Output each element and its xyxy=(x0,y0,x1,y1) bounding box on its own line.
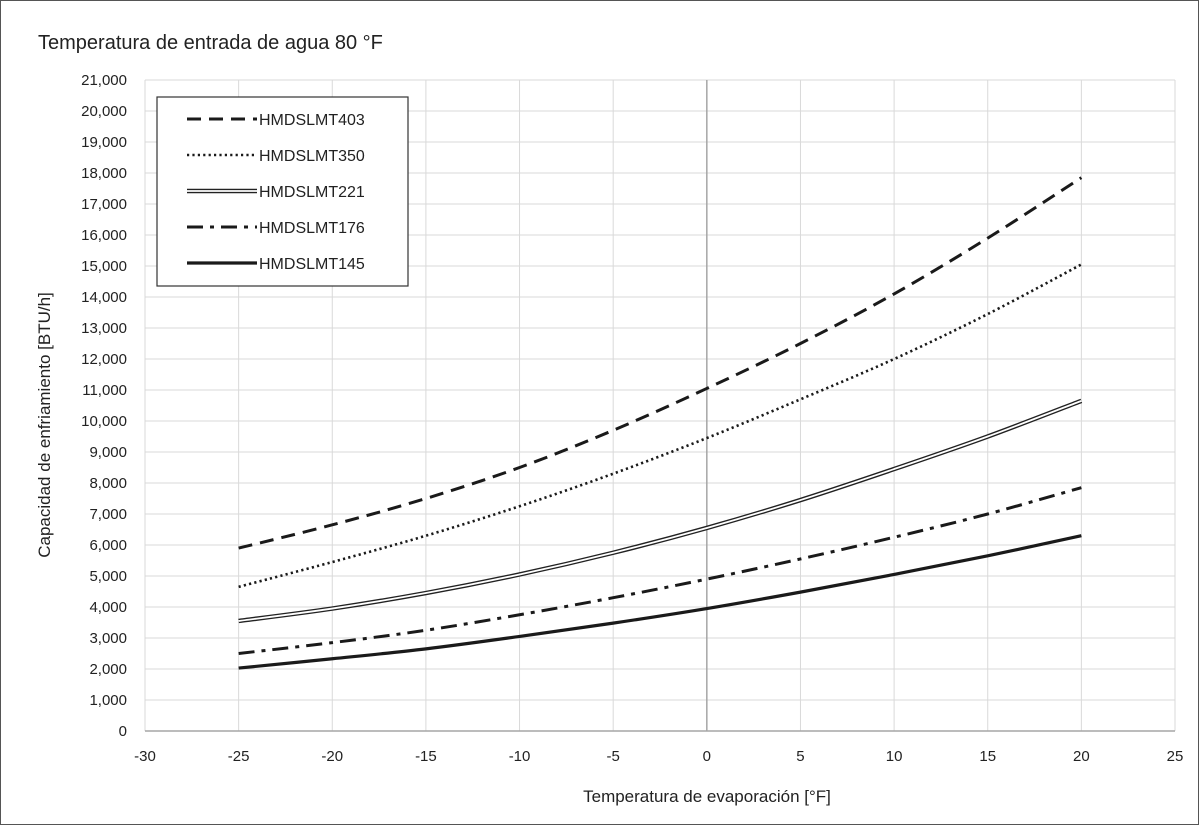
y-tick-label: 4,000 xyxy=(89,599,127,616)
y-tick-label: 5,000 xyxy=(89,568,127,585)
x-tick-label: 10 xyxy=(886,748,903,765)
y-tick-label: 16,000 xyxy=(81,227,127,244)
series-line-hmdslmt145 xyxy=(238,534,1082,670)
y-tick-label: 15,000 xyxy=(81,258,127,275)
y-tick-label: 17,000 xyxy=(81,196,127,213)
x-tick-label: -25 xyxy=(228,748,250,765)
x-tick-label: 5 xyxy=(796,748,804,765)
y-tick-label: 21,000 xyxy=(81,72,127,89)
y-tick-label: 8,000 xyxy=(89,475,127,492)
y-tick-label: 3,000 xyxy=(89,630,127,647)
tick-labels: 0 1,000 2,000 3,000 4,000 5,000 6,000 7,000 8,00… xyxy=(81,72,1183,765)
legend-entry: HMDSLMT221 xyxy=(259,184,365,201)
x-tick-label: -15 xyxy=(415,748,437,765)
y-tick-label: 7,000 xyxy=(89,506,127,523)
y-tick-label: 11,000 xyxy=(82,382,127,399)
x-axis-label: Temperatura de evaporación [°F] xyxy=(583,787,831,806)
x-tick-label: 0 xyxy=(703,748,711,765)
series-line-hmdslmt350 xyxy=(238,263,1082,589)
x-tick-label: 15 xyxy=(979,748,996,765)
y-axis-label: Capacidad de enfriamiento [BTU/h] xyxy=(35,292,54,558)
series xyxy=(238,176,1083,670)
legend: HMDSLMT403 HMDSLMT350 HMDSLMT221 HMDSLMT176… xyxy=(156,96,409,287)
y-tick-label: 1,000 xyxy=(89,692,127,709)
series-line-hmdslmt403 xyxy=(238,176,1083,550)
y-tick-label: 14,000 xyxy=(81,289,127,306)
x-tick-label: -5 xyxy=(607,748,620,765)
y-tick-label: 2,000 xyxy=(89,661,127,678)
x-tick-label: -10 xyxy=(509,748,531,765)
legend-entry: HMDSLMT403 xyxy=(259,112,365,129)
legend-entry: HMDSLMT176 xyxy=(259,220,365,237)
legend-entry: HMDSLMT145 xyxy=(259,256,365,273)
y-tick-label: 20,000 xyxy=(81,103,127,120)
y-tick-label: 12,000 xyxy=(81,351,127,368)
x-tick-label: 25 xyxy=(1167,748,1184,765)
chart-title: Temperatura de entrada de agua 80 °F xyxy=(38,32,383,54)
y-tick-label: 19,000 xyxy=(81,134,127,151)
series-line-hmdslmt176 xyxy=(238,486,1082,655)
y-tick-label: 10,000 xyxy=(81,413,127,430)
x-tick-label: -20 xyxy=(321,748,343,765)
legend-entry: HMDSLMT350 xyxy=(259,148,365,165)
series-line-hmdslmt221-inner xyxy=(238,400,1082,622)
y-tick-label: 9,000 xyxy=(89,444,127,461)
x-tick-label: -30 xyxy=(134,748,156,765)
x-tick-label: 20 xyxy=(1073,748,1090,765)
y-tick-label: 13,000 xyxy=(81,320,127,337)
y-tick-label: 0 xyxy=(119,723,127,740)
y-tick-label: 18,000 xyxy=(81,165,127,182)
y-tick-label: 6,000 xyxy=(89,537,127,554)
